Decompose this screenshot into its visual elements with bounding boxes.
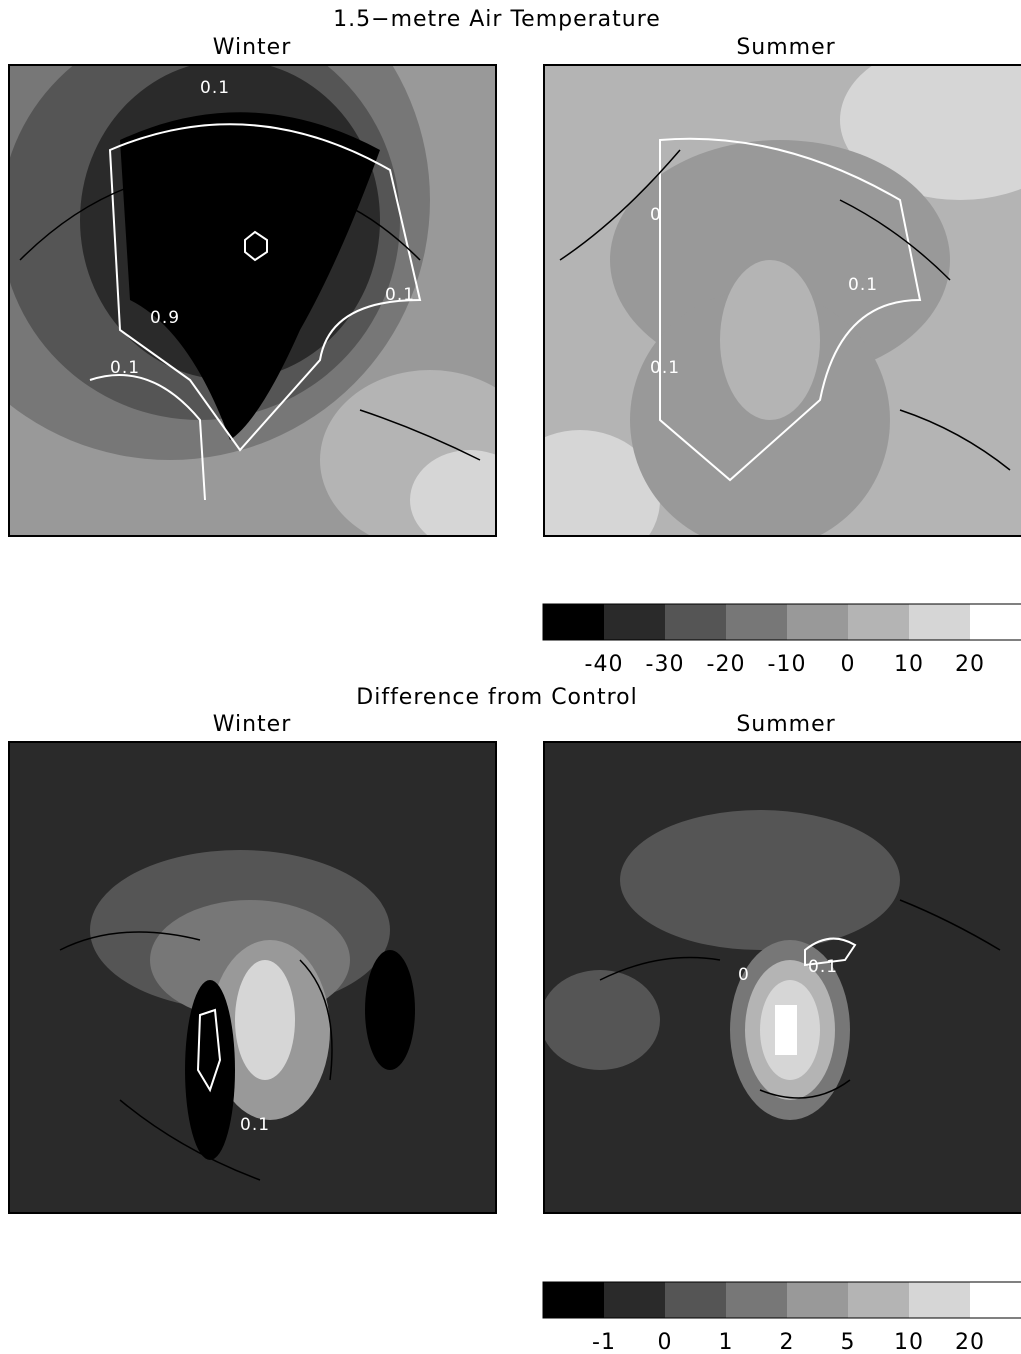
colorbar-box (787, 1282, 848, 1318)
figure-title: 1.5−metre Air Temperature (333, 7, 661, 32)
colorbar-tick-label: -20 (707, 652, 746, 677)
colorbar-box (909, 604, 970, 640)
colorbar-tick-label: -10 (768, 652, 807, 677)
colorbar-box (970, 604, 1021, 640)
figure: 1.5−metre Air Temperature Difference fro… (0, 0, 1021, 1354)
map (500, 40, 1021, 570)
panel-label: Summer (736, 35, 835, 60)
colorbar-tick-label: 0 (658, 1330, 673, 1354)
contour-label: 0.1 (200, 78, 230, 98)
map (0, 0, 540, 550)
colorbar-box (604, 604, 665, 640)
map (9, 742, 496, 1213)
colorbar-tick-label: 1 (719, 1330, 734, 1354)
contour-label: 0.9 (150, 308, 180, 328)
colorbar-tick-label: 10 (894, 1330, 924, 1354)
colorbar-box (726, 604, 787, 640)
contour-label: 0.1 (650, 358, 680, 378)
contour-label: 0.1 (110, 358, 140, 378)
panel-label: Winter (213, 712, 292, 737)
colorbar-tick-label: 20 (955, 652, 985, 677)
colorbar-box (543, 604, 604, 640)
colorbar-box (848, 1282, 909, 1318)
colorbar-box (543, 1282, 604, 1318)
contour-label: 0.1 (240, 1115, 270, 1135)
colorbar-box (726, 1282, 787, 1318)
colorbar-tick-label: 0 (841, 652, 856, 677)
panel-label: Summer (736, 712, 835, 737)
colorbar-box (604, 1282, 665, 1318)
colorbar-tick-label: 2 (780, 1330, 795, 1354)
panel-label: Winter (213, 35, 292, 60)
contour-label: 0 (650, 205, 662, 225)
contour-label: 0.1 (808, 957, 838, 977)
map (540, 742, 1021, 1213)
colorbar-tick-label: 10 (894, 652, 924, 677)
figure-title: Difference from Control (356, 685, 637, 710)
contour-label: 0.1 (848, 275, 878, 295)
colorbar-box (665, 604, 726, 640)
colorbar-tick-label: 5 (841, 1330, 856, 1354)
contour-label: 0 (738, 965, 750, 985)
colorbar-box (665, 1282, 726, 1318)
colorbar-tick-label: -1 (592, 1330, 616, 1354)
colorbar-box (909, 1282, 970, 1318)
colorbar-box (787, 604, 848, 640)
contour-label: 0.1 (385, 285, 415, 305)
colorbar-box (848, 604, 909, 640)
colorbar-box (970, 1282, 1021, 1318)
colorbar-tick-label: 20 (955, 1330, 985, 1354)
colorbar-tick-label: -30 (646, 652, 685, 677)
colorbar-tick-label: -40 (585, 652, 624, 677)
